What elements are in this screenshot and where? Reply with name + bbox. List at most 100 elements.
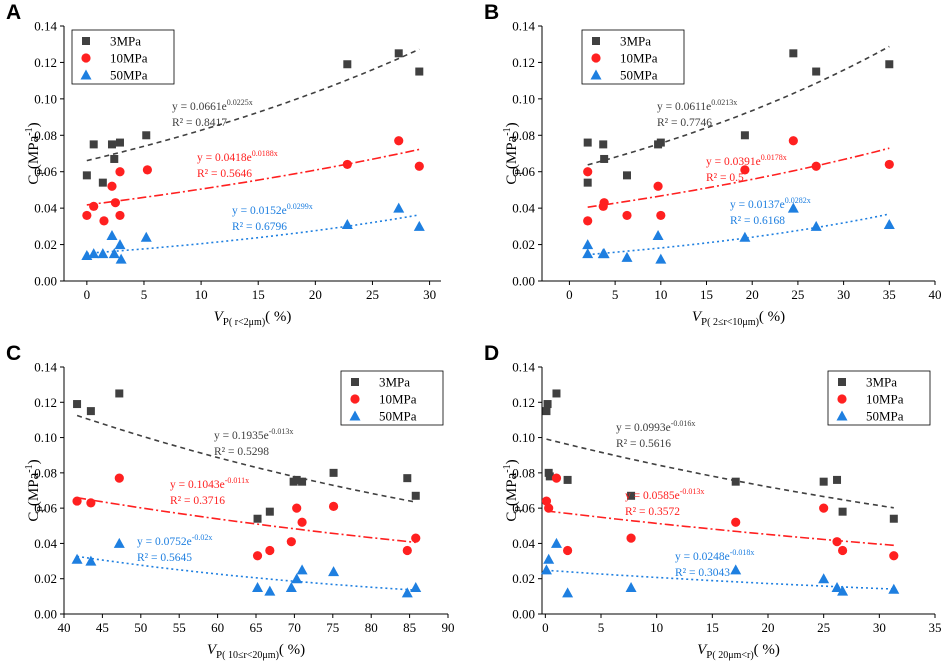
fit-equation: y = 0.0418e0.0188x [197,149,278,164]
series-50mpa [582,202,895,264]
data-point [656,138,665,147]
data-point [626,533,636,543]
series-50mpa [71,537,422,598]
data-point [394,136,404,146]
legend-marker [590,69,602,80]
fit-equation-base: y = 0.0248e [675,551,730,563]
legend-label: 50MPa [620,68,658,83]
y-tick-label: 0.04 [34,201,57,216]
data-point [740,165,750,175]
data-point [653,181,663,191]
data-point [788,136,798,146]
data-point [884,159,894,170]
data-point [115,389,124,398]
data-point [98,178,107,187]
x-label-range: ( r<2μm) [229,317,265,328]
data-point [883,219,895,230]
fit-equation: y = 0.0152e0.0299x [232,202,313,217]
data-point [551,473,562,483]
x-tick-label: 60 [211,620,224,635]
y-label-sub: p [33,506,45,512]
fit-equation-exponent: 0.0178x [761,153,787,162]
legend-marker [81,53,91,63]
data-point [114,473,124,483]
legend-marker [591,53,601,63]
data-point [85,555,97,566]
x-tick-label: 20 [746,287,759,302]
data-point [265,545,275,556]
x-tick-label: 55 [173,620,186,635]
data-point [550,537,562,548]
fit-r-squared: R² = 0.5645 [137,552,192,564]
x-tick-label: 65 [250,620,263,635]
y-tick-label: 0.04 [512,536,535,551]
data-point [730,564,742,575]
x-tick-label: 10 [195,287,208,302]
series-10mpa [583,136,894,226]
data-point [819,503,829,513]
y-label-sub: p [33,169,45,175]
legend-marker [80,69,92,80]
data-point [115,210,125,221]
data-point [598,248,610,259]
x-label-unit: ( %) [759,309,785,325]
fit-equation-exponent: 0.0188x [252,149,278,158]
y-tick-label: 0.08 [512,465,535,480]
fit-equation-base: y = 0.0152e [232,205,287,217]
x-tick-label: 30 [837,287,850,302]
fit-r-squared: R² = 0.3572 [625,506,680,518]
y-label-close: ) [504,459,520,464]
data-point [831,582,843,593]
data-point [142,131,151,140]
panel-d: D 0.00 0.02 0.04 0.06 0.08 0.10 0.12 0.14 0 5 10 15 2… [484,342,941,661]
fit-equation-exponent: -0.011x [225,476,249,485]
x-tick-label: 30 [423,287,436,302]
data-point [252,551,263,561]
fit-curve-3mpa [546,438,894,509]
series-50mpa [81,202,425,264]
fit-r-squared: R² = 0.5298 [214,446,269,458]
panel-b: B 0.00 0.02 0.04 0.06 0.08 0.10 0.12 0.14 0 5 10 15 2… [484,1,941,328]
legend-marker [350,394,360,404]
y-axis-label: Cp(MPa-1) [24,459,45,521]
data-point [106,229,118,240]
y-label-sub: p [511,169,523,175]
data-point [838,507,847,516]
fit-equation: y = 0.0661e0.0225x [172,98,253,113]
data-point [599,198,609,208]
y-label-main: C [26,175,42,185]
data-point [544,503,554,513]
legend-label: 50MPa [379,409,417,424]
data-point [297,517,307,527]
data-point [264,585,276,596]
y-tick-label: 0.12 [512,55,535,70]
x-tick-label: 0 [542,620,549,635]
x-tick-label: 5 [598,620,605,635]
data-point [298,477,307,486]
data-point [833,475,842,484]
data-point [627,491,636,500]
data-point [286,537,296,547]
fit-equation: y = 0.0585e-0.013x [625,487,704,502]
y-label-unit: (MPa [504,472,520,506]
y-tick-label: 0.08 [34,465,57,480]
fit-curve-3mpa [76,414,416,503]
y-tick-label: 0.00 [512,274,535,289]
panel-letter: C [6,342,21,365]
x-tick-label: 40 [58,620,71,635]
legend-label: 10MPa [620,51,658,66]
x-tick-label: 80 [365,620,378,635]
data-point [113,537,125,548]
data-point [656,210,666,221]
series-3mpa [583,49,894,187]
y-tick-label: 0.06 [512,164,535,179]
series-3mpa [542,389,898,523]
y-label-main: C [504,512,520,522]
data-point [394,49,403,58]
data-point [265,507,274,516]
x-label-sub: P [216,649,222,661]
x-tick-label: 85 [403,620,416,635]
y-tick-label: 0.14 [512,360,535,375]
y-tick-label: 0.02 [34,237,57,252]
